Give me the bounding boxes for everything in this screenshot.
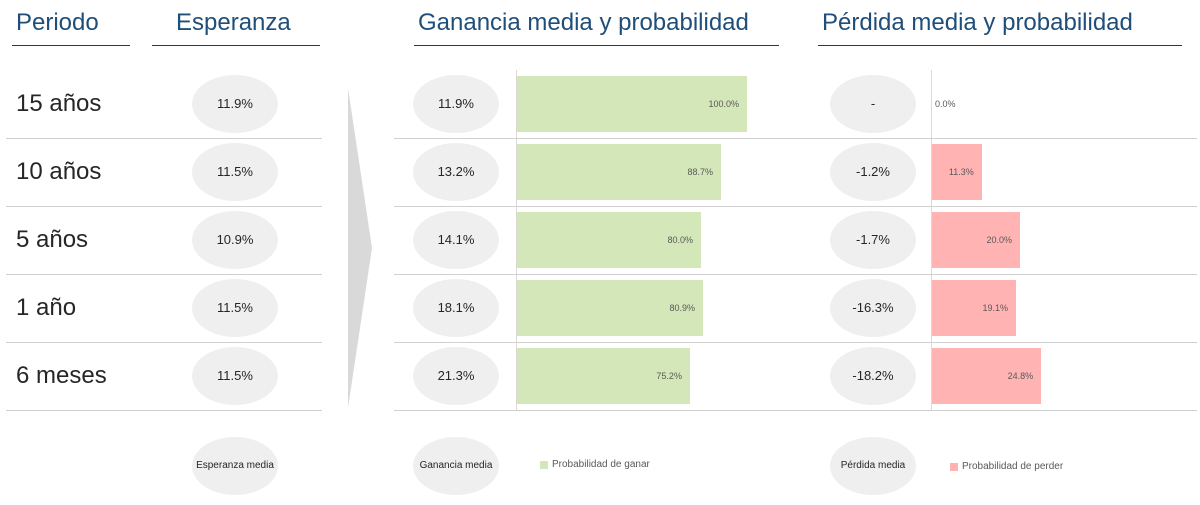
legend-lose-label: Probabilidad de perder	[962, 461, 1064, 472]
header-loss: Pérdida media y probabilidad	[818, 6, 1182, 46]
period-label: 1 año	[16, 294, 77, 321]
expectation-value: 11.5%	[192, 143, 278, 201]
legend-gain: Ganancia media	[413, 437, 499, 495]
row-separator	[815, 342, 1197, 343]
row-separator	[6, 138, 322, 139]
lose-prob-bar: 11.3%	[932, 144, 982, 200]
lose-prob-label: 0.0%	[935, 99, 956, 109]
loss-axis	[931, 70, 932, 410]
loss-mean-value: -18.2%	[830, 347, 916, 405]
header-expectation: Esperanza	[152, 6, 320, 46]
loss-mean-value: -1.7%	[830, 211, 916, 269]
loss-mean-value: -1.2%	[830, 143, 916, 201]
row-separator	[394, 206, 1196, 207]
row-separator	[815, 206, 1197, 207]
legend-lose: Probabilidad de perder	[950, 461, 1063, 472]
loss-mean-value: -16.3%	[830, 279, 916, 337]
gain-mean-value: 11.9%	[413, 75, 499, 133]
gain-axis	[516, 70, 517, 410]
gain-mean-value: 14.1%	[413, 211, 499, 269]
win-prob-bar: 100.0%	[517, 76, 747, 132]
legend-loss: Pérdida media	[830, 437, 916, 495]
gain-mean-value: 21.3%	[413, 347, 499, 405]
row-separator	[815, 274, 1197, 275]
legend-lose-swatch	[950, 462, 958, 471]
row-separator	[815, 410, 1197, 411]
expectation-value: 11.5%	[192, 347, 278, 405]
period-label: 15 años	[16, 90, 102, 117]
period-label: 5 años	[16, 226, 89, 253]
header-gain: Ganancia media y probabilidad	[414, 6, 779, 46]
period-label: 6 meses	[16, 362, 107, 389]
header-period: Periodo	[12, 6, 130, 46]
expectation-value: 10.9%	[192, 211, 278, 269]
win-prob-bar: 80.0%	[517, 212, 701, 268]
win-prob-bar: 75.2%	[517, 348, 690, 404]
legend-win: Probabilidad de ganar	[540, 459, 650, 470]
period-label: 10 años	[16, 158, 102, 185]
expectation-value: 11.9%	[192, 75, 278, 133]
loss-mean-value: -	[830, 75, 916, 133]
expectation-value: 11.5%	[192, 279, 278, 337]
row-separator	[6, 342, 322, 343]
row-separator	[6, 410, 322, 411]
row-separator	[394, 138, 1196, 139]
row-separator	[815, 138, 1197, 139]
row-separator	[394, 410, 1196, 411]
win-prob-bar: 80.9%	[517, 280, 704, 336]
win-prob-bar: 88.7%	[517, 144, 721, 200]
legend-win-swatch	[540, 460, 548, 469]
row-separator	[6, 206, 322, 207]
gain-mean-value: 18.1%	[413, 279, 499, 337]
lose-prob-bar: 20.0%	[932, 212, 1020, 268]
row-separator	[394, 342, 1196, 343]
gain-mean-value: 13.2%	[413, 143, 499, 201]
lose-prob-bar: 19.1%	[932, 280, 1017, 336]
lose-prob-bar: 24.8%	[932, 348, 1042, 404]
legend-win-label: Probabilidad de ganar	[552, 459, 650, 470]
legend-expectation: Esperanza media	[192, 437, 278, 495]
row-separator	[394, 274, 1196, 275]
row-separator	[6, 274, 322, 275]
arrow-icon	[348, 88, 372, 408]
